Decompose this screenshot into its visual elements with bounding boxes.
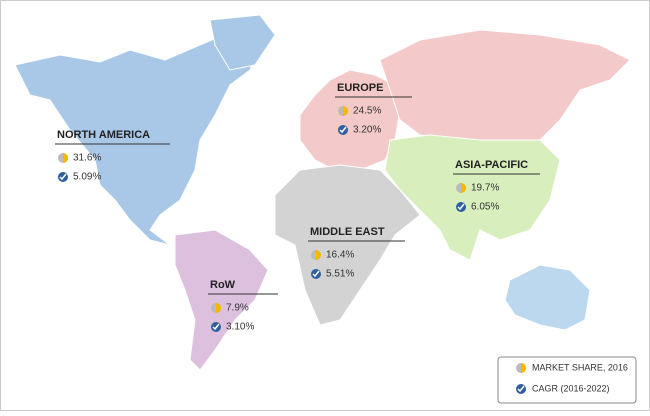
australia (504, 264, 591, 331)
region-callout: RoW 7.9% 3.10% (208, 279, 278, 333)
cagr: 6.05% (471, 202, 499, 213)
legend-cagr: CAGR (2016-2022) (532, 383, 610, 393)
south-america (174, 229, 269, 371)
middle-east-africa (274, 164, 421, 326)
region-callout: MIDDLE EAST 16.4% 5.51% (308, 226, 405, 280)
cagr-icon-check (517, 385, 525, 393)
share-icon-slice (216, 303, 221, 313)
cagr-icon-check (59, 173, 67, 181)
share-icon-slice (521, 363, 526, 373)
region-callout: NORTH AMERICA 31.6% 5.09% (55, 129, 170, 183)
region-callout: ASIA-PACIFIC 19.7% 6.05% (453, 159, 540, 213)
greenland (209, 14, 276, 71)
legend-box (497, 356, 637, 404)
share-icon-slice (461, 183, 466, 193)
share-icon-slice (343, 106, 348, 116)
europe (299, 69, 401, 171)
market-share: 31.6% (73, 153, 101, 164)
region-name: MIDDLE EAST (310, 226, 385, 238)
cagr: 3.10% (226, 322, 254, 333)
region-name: RoW (210, 279, 236, 291)
north-america (14, 29, 261, 246)
legend-market-share: MARKET SHARE, 2016 (532, 362, 628, 372)
share-icon-slice (63, 153, 68, 163)
market-share: 16.4% (326, 250, 354, 261)
region-name: NORTH AMERICA (57, 129, 150, 141)
share-icon-slice (316, 250, 321, 260)
region-name: EUROPE (337, 82, 383, 94)
cagr-icon-check (339, 126, 347, 134)
market-share: 19.7% (471, 183, 499, 194)
cagr: 5.09% (73, 172, 101, 183)
cagr-icon-check (457, 203, 465, 211)
region-name: ASIA-PACIFIC (455, 159, 528, 171)
continents (14, 14, 631, 371)
cagr-icon-check (312, 270, 320, 278)
cagr: 5.51% (326, 269, 354, 280)
region-callout: EUROPE 24.5% 3.20% (335, 82, 412, 136)
legend: MARKET SHARE, 2016 CAGR (2016-2022) (497, 356, 637, 404)
asia-pacific (384, 134, 561, 261)
cagr-icon-check (212, 323, 220, 331)
cagr: 3.20% (353, 125, 381, 136)
market-share: 24.5% (353, 106, 381, 117)
market-share: 7.9% (226, 303, 249, 314)
